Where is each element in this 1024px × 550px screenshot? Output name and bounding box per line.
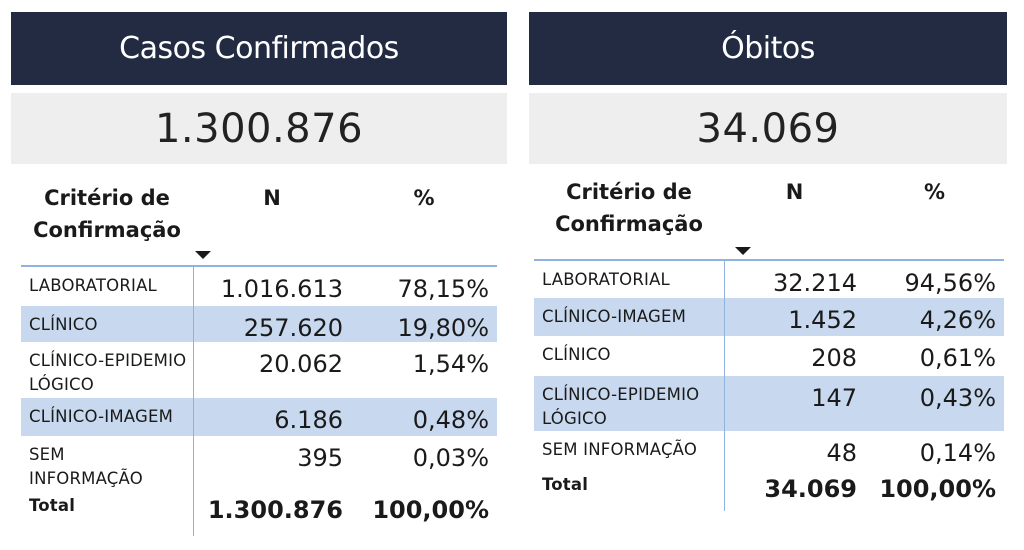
row-pct: 1,54% (412, 350, 489, 378)
casos-confirmados-panel: Casos Confirmados 1.300.876 Critério de … (11, 12, 507, 536)
table-row: CLÍNICO-EPIDEMIOLÓGICO 20.062 1,54% (21, 342, 497, 398)
column-header-n[interactable]: N (785, 180, 804, 204)
column-header-criterio[interactable]: Critério de Confirmação (21, 182, 211, 266)
total-n: 34.069 (764, 475, 857, 503)
column-header-criterio-label: Critério de Confirmação (555, 180, 703, 236)
total-label: Total (21, 492, 194, 536)
table-row: SEM INFORMAÇÃO 395 0,03% (21, 436, 497, 492)
casos-confirmados-total: 1.300.876 (11, 93, 507, 164)
row-n: 208 (811, 344, 857, 372)
row-pct: 78,15% (397, 275, 489, 303)
row-label: CLÍNICO (534, 336, 725, 376)
total-label: Total (534, 471, 725, 511)
row-pct: 94,56% (904, 269, 996, 297)
row-label: SEM INFORMAÇÃO (534, 431, 725, 471)
row-n: 6.186 (193, 398, 351, 436)
sort-desc-icon[interactable] (195, 251, 211, 259)
table-total-row: Total 34.069 100,00% (534, 471, 1004, 511)
total-pct: 100,00% (372, 496, 489, 524)
row-n: 20.062 (259, 350, 343, 378)
column-header-n[interactable]: N (263, 186, 281, 210)
column-header-criterio[interactable]: Critério de Confirmação (534, 176, 751, 260)
row-n: 257.620 (193, 306, 351, 342)
row-pct: 0,43% (865, 376, 1004, 431)
table-row: LABORATORIAL 32.214 94,56% (534, 260, 1004, 298)
row-n: 395 (297, 444, 343, 472)
row-label: CLÍNICO-IMAGEM (21, 398, 194, 436)
casos-confirmados-table: Critério de Confirmação N % LABORATORIAL… (21, 182, 497, 536)
row-label: CLÍNICO-IMAGEM (534, 298, 725, 336)
row-n: 147 (724, 376, 865, 431)
column-header-pct[interactable]: % (413, 186, 435, 210)
table-row: CLÍNICO 208 0,61% (534, 336, 1004, 376)
row-pct: 4,26% (865, 298, 1004, 336)
row-n: 48 (826, 439, 857, 467)
table-header-row: Critério de Confirmação N % (21, 182, 497, 266)
row-pct: 0,61% (919, 344, 996, 372)
row-label-text: SEM INFORMAÇÃO (29, 445, 143, 488)
row-label: LABORATORIAL (21, 266, 194, 306)
row-pct: 0,03% (412, 444, 489, 472)
table-row: CLÍNICO 257.620 19,80% (21, 306, 497, 342)
obitos-total: 34.069 (529, 93, 1007, 164)
table-row: CLÍNICO-EPIDEMIOLÓGICO 147 0,43% (534, 376, 1004, 431)
column-header-criterio-label: Critério de Confirmação (33, 186, 181, 242)
row-label: CLÍNICO-EPIDEMIOLÓGICO (534, 376, 725, 431)
row-label-text: CLÍNICO-EPIDEMIOLÓGICO (29, 351, 187, 394)
row-label: SEM INFORMAÇÃO (21, 436, 194, 492)
row-n: 1.452 (724, 298, 865, 336)
row-n: 1.016.613 (220, 275, 343, 303)
sort-desc-icon[interactable] (735, 247, 751, 255)
table-total-row: Total 1.300.876 100,00% (21, 492, 497, 536)
casos-confirmados-title: Casos Confirmados (11, 12, 507, 85)
table-header-row: Critério de Confirmação N % (534, 176, 1004, 260)
obitos-table: Critério de Confirmação N % LABORATORIAL… (534, 176, 1004, 511)
row-pct: 0,48% (351, 398, 497, 436)
row-pct: 19,80% (351, 306, 497, 342)
row-label: CLÍNICO-EPIDEMIOLÓGICO (21, 342, 194, 398)
table-row: CLÍNICO-IMAGEM 6.186 0,48% (21, 398, 497, 436)
total-n: 1.300.876 (207, 496, 343, 524)
column-header-pct[interactable]: % (923, 180, 946, 204)
row-n: 32.214 (773, 269, 857, 297)
row-pct: 0,14% (919, 439, 996, 467)
table-row: SEM INFORMAÇÃO 48 0,14% (534, 431, 1004, 471)
table-row: LABORATORIAL 1.016.613 78,15% (21, 266, 497, 306)
row-label: LABORATORIAL (534, 260, 725, 298)
obitos-panel: Óbitos 34.069 Critério de Confirmação N … (529, 12, 1007, 511)
total-pct: 100,00% (879, 475, 996, 503)
row-label: CLÍNICO (21, 306, 194, 342)
row-label-text: CLÍNICO-EPIDEMIOLÓGICO (542, 385, 700, 428)
table-row: CLÍNICO-IMAGEM 1.452 4,26% (534, 298, 1004, 336)
obitos-title: Óbitos (529, 12, 1007, 85)
